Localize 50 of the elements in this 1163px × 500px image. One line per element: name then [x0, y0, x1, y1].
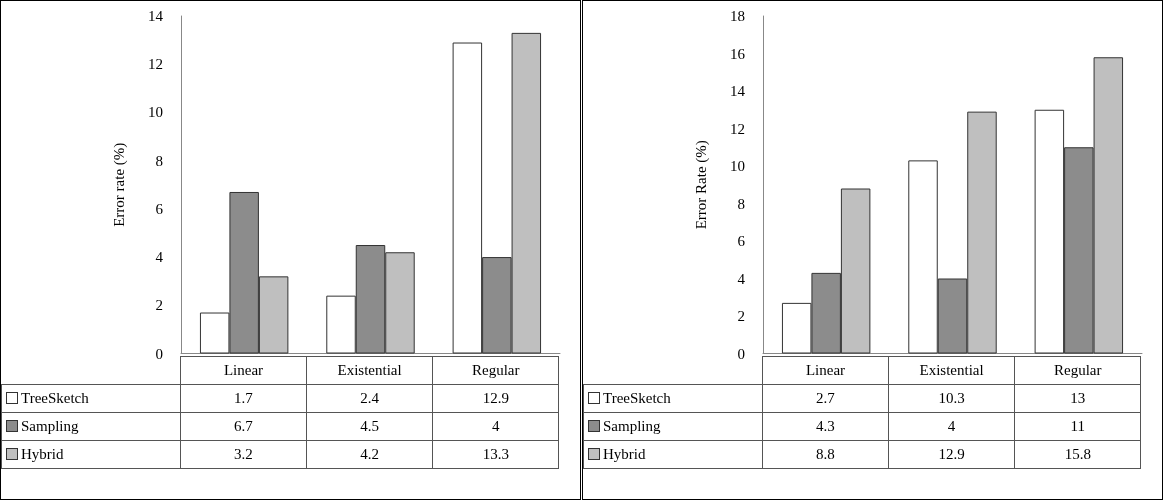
x-tick-label: Regular — [432, 356, 559, 385]
y-tick-label: 6 — [155, 200, 164, 217]
y-tick-label: 2 — [155, 297, 163, 314]
legend-label: Hybrid — [1, 440, 181, 469]
y-tick-label: 4 — [155, 249, 164, 266]
legend-label: TreeSketch — [583, 384, 763, 413]
y-tick-label: 8 — [737, 195, 745, 212]
y-tick-label: 10 — [148, 104, 163, 121]
data-label: 4.5 — [306, 412, 433, 441]
y-tick-label: 12 — [148, 56, 163, 73]
data-label: 4.2 — [306, 440, 433, 469]
data-label: 4.3 — [762, 412, 889, 441]
data-label: 15.8 — [1014, 440, 1141, 469]
data-label: 13 — [1014, 384, 1141, 413]
x-tick-label: Regular — [1014, 356, 1141, 385]
data-label: 4 — [888, 412, 1015, 441]
y-axis-title: Error rate (%) — [110, 142, 128, 227]
y-tick-label: 0 — [155, 345, 163, 362]
x-tick-label: Linear — [180, 356, 307, 385]
y-tick-label: 12 — [730, 120, 745, 137]
data-label: 13.3 — [432, 440, 559, 469]
y-tick-label: 2 — [737, 308, 745, 324]
legend-label: Sampling — [583, 412, 763, 441]
y-tick-label: 18 — [730, 8, 745, 24]
data-label: 3.2 — [180, 440, 307, 469]
x-tick-label: Existential — [888, 356, 1015, 385]
y-tick-label: 14 — [730, 83, 746, 99]
x-tick-label: Existential — [306, 356, 433, 385]
y-tick-label: 8 — [155, 152, 163, 169]
legend-label: Sampling — [1, 412, 181, 441]
data-label: 4 — [432, 412, 559, 441]
data-label: 6.7 — [180, 412, 307, 441]
y-tick-label: 6 — [737, 233, 746, 249]
y-tick-label: 14 — [148, 8, 164, 24]
data-label: 2.7 — [762, 384, 889, 413]
y-tick-label: 16 — [730, 45, 746, 62]
x-tick-label: Linear — [762, 356, 889, 385]
legend-label: TreeSketch — [1, 384, 181, 413]
y-tick-label: 10 — [730, 158, 745, 174]
legend-label: Hybrid — [583, 440, 763, 469]
data-label: 12.9 — [432, 384, 559, 413]
y-tick-label: 4 — [737, 270, 746, 287]
data-label: 10.3 — [888, 384, 1015, 413]
data-label: 11 — [1014, 412, 1141, 441]
y-axis-title: Error Rate (%) — [692, 140, 710, 230]
data-label: 2.4 — [306, 384, 433, 413]
data-label: 12.9 — [888, 440, 1015, 469]
data-label: 1.7 — [180, 384, 307, 413]
y-tick-label: 0 — [737, 345, 745, 362]
data-label: 8.8 — [762, 440, 889, 469]
